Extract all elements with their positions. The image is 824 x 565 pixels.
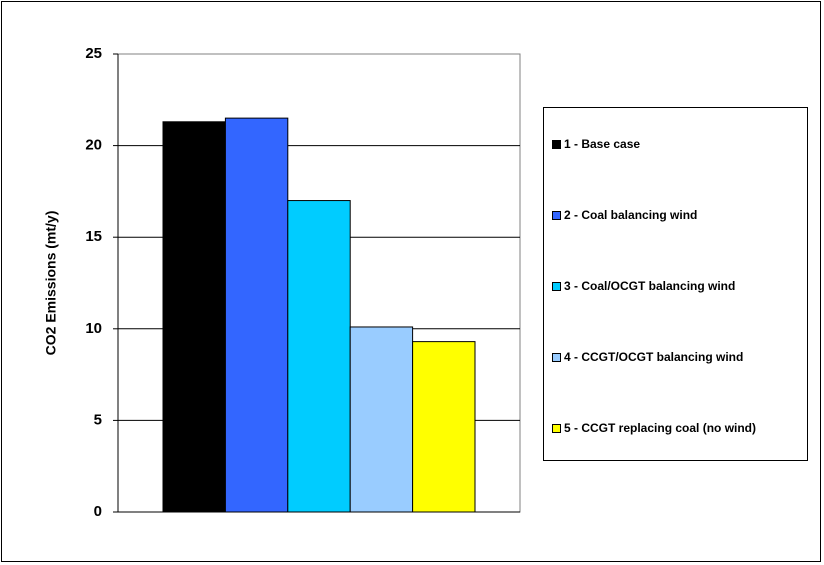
y-axis-label: CO2 Emissions (mt/y) [43,211,59,356]
legend: 1 - Base case 2 - Coal balancing wind 3 - … [543,107,808,461]
legend-swatch [552,210,561,220]
bar-2 [224,117,289,513]
y-tick-label: 0 [94,503,102,520]
legend-swatch [552,139,561,149]
y-tick-label: 25 [85,45,102,62]
y-tick-label: 15 [85,228,102,245]
bar-1 [162,121,226,513]
legend-label: 2 - Coal balancing wind [564,208,698,222]
legend-label: 4 - CCGT/OCGT balancing wind [564,350,744,364]
legend-item-5: 5 - CCGT replacing coal (no wind) [552,421,756,435]
bar-4 [349,326,414,513]
legend-label: 1 - Base case [564,137,641,151]
legend-swatch [552,281,561,291]
y-tick-label: 20 [85,137,102,154]
legend-item-3: 3 - Coal/OCGT balancing wind [552,279,735,293]
bar-5 [412,341,476,513]
legend-item-4: 4 - CCGT/OCGT balancing wind [552,350,743,364]
legend-swatch [552,352,561,362]
legend-item-1: 1 - Base case [552,137,640,151]
y-tick-label: 5 [94,411,102,428]
legend-item-2: 2 - Coal balancing wind [552,208,697,222]
y-ticks: 0 5 10 15 20 25 [85,45,118,520]
bar-3 [287,200,351,513]
legend-swatch [552,423,561,433]
y-tick-label: 10 [85,320,102,337]
bars [162,117,476,513]
legend-label: 3 - Coal/OCGT balancing wind [564,279,736,293]
legend-label: 5 - CCGT replacing coal (no wind) [564,421,757,435]
